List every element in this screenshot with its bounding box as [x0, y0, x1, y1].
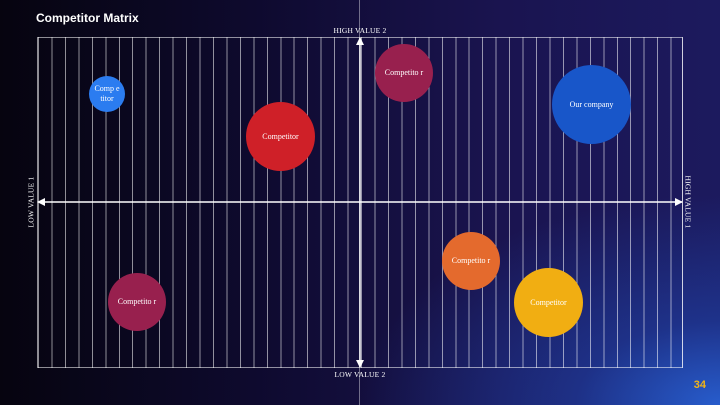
bubble-label: Our company [569, 99, 614, 109]
axis-label-left: LOW VALUE 1 [26, 176, 36, 228]
slide-title: Competitor Matrix [36, 11, 139, 25]
bubble-competitor-orange[interactable]: Competito r [442, 232, 500, 290]
bubble-competitor-yellow[interactable]: Competitor [514, 268, 583, 337]
bubble-competitor-red[interactable]: Competitor [246, 102, 315, 171]
bubble-competitor-top-maroon[interactable]: Competito r [375, 44, 433, 102]
bubble-our-company[interactable]: Our company [552, 65, 631, 144]
bubble-label: Comp etitor [94, 84, 120, 103]
bubble-label: Competito r [451, 256, 491, 265]
bubble-label: Competito r [117, 297, 157, 306]
bubble-label: Competitor [262, 131, 299, 141]
bubble-label: Competitor [530, 297, 567, 307]
axis-label-top: HIGH VALUE 2 [333, 26, 387, 35]
axis-label-right: HIGH VALUE 1 [683, 175, 693, 229]
bubble-competitor-bottom-maroon[interactable]: Competito r [108, 273, 166, 331]
bubble-competitor-small-blue[interactable]: Comp etitor [89, 76, 125, 112]
page-number: 34 [693, 379, 706, 391]
bubble-label: Competito r [384, 68, 424, 77]
axis-label-bottom: LOW VALUE 2 [334, 370, 386, 379]
